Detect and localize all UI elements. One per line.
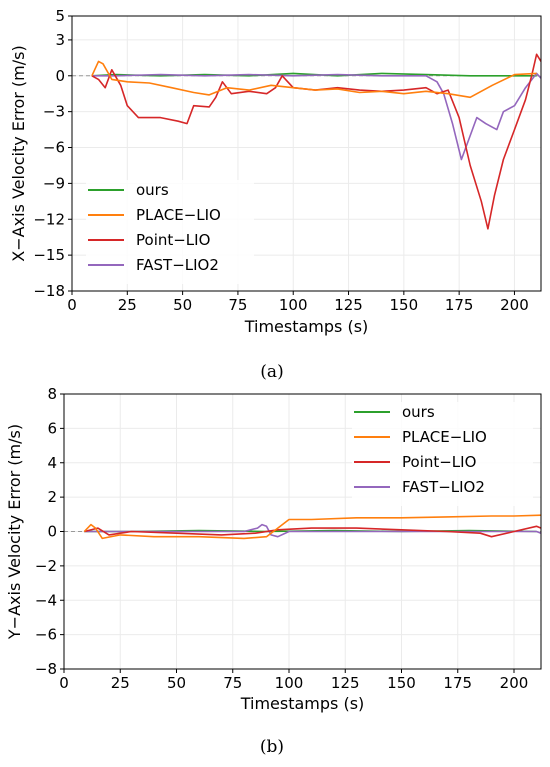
x-tick-label: 100 <box>279 296 308 314</box>
x-tick-label: 25 <box>118 296 137 314</box>
x-tick-label: 50 <box>173 296 192 314</box>
x-axis-label: Timestamps (s) <box>244 317 369 336</box>
caption-a: (a) <box>260 362 283 382</box>
y-tick-label: 2 <box>47 488 57 506</box>
x-tick-label: 125 <box>331 674 360 692</box>
y-axis-label: X−Axis Velocity Error (m/s) <box>9 45 28 261</box>
series-line-place-lio <box>91 60 537 99</box>
legend-label: PLACE−LIO <box>402 428 487 446</box>
y-tick-label: −8 <box>35 660 57 678</box>
legend-label: Point−LIO <box>136 231 210 249</box>
series-line-fast-lio2 <box>84 523 541 538</box>
x-tick-label: 200 <box>500 296 529 314</box>
y-tick-label: 5 <box>55 7 65 25</box>
y-tick-label: −2 <box>35 557 57 575</box>
y-tick-label: −9 <box>43 174 65 192</box>
y-axis-label: Y−Axis Velocity Error (m/s) <box>5 424 24 640</box>
y-tick-label: 0 <box>55 67 65 85</box>
chart-b: 0 25 50 75 100 125 150 175 200 8 6 4 2 0 −2 −4 −6 −8 Times… <box>5 385 542 713</box>
x-tick-label: 0 <box>59 674 69 692</box>
y-tick-label: −6 <box>35 626 57 644</box>
chart-a: 0 25 50 75 100 125 150 175 200 5 3 0 −3 −6 −9 −12 −15 −18… <box>9 7 542 336</box>
legend-label: PLACE−LIO <box>136 206 221 224</box>
y-tick-label: 0 <box>47 523 57 541</box>
plot-frame <box>71 15 542 292</box>
legend-box <box>86 180 254 284</box>
legend-label: ours <box>402 403 435 421</box>
x-tick-label: 200 <box>500 674 529 692</box>
series-line-fast-lio2 <box>91 72 541 161</box>
x-tick-label: 175 <box>445 296 474 314</box>
x-axis-label: Timestamps (s) <box>240 694 365 713</box>
legend-label: ours <box>136 181 169 199</box>
x-tick-label: 100 <box>275 674 304 692</box>
legend: ours PLACE−LIO Point−LIO FAST−LIO2 <box>86 180 254 284</box>
caption-b: (b) <box>260 737 284 757</box>
y-tick-label: 8 <box>47 385 57 403</box>
y-tick-label: −6 <box>43 139 65 157</box>
legend-box <box>352 402 533 506</box>
x-tick-label: 0 <box>67 296 77 314</box>
x-tick-label: 75 <box>223 674 242 692</box>
x-tick-label: 75 <box>228 296 247 314</box>
legend-label: FAST−LIO2 <box>402 478 485 496</box>
y-tick-label: −3 <box>43 103 65 121</box>
legend: ours PLACE−LIO Point−LIO FAST−LIO2 <box>352 402 533 506</box>
x-tick-label: 25 <box>111 674 130 692</box>
x-tick-label: 150 <box>387 674 416 692</box>
x-tick-label: 175 <box>443 674 472 692</box>
y-tick-label: −15 <box>33 246 65 264</box>
series-line-point-lio <box>84 525 541 538</box>
x-tick-label: 125 <box>334 296 363 314</box>
y-tick-label: 3 <box>55 31 65 49</box>
legend-label: Point−LIO <box>402 453 476 471</box>
y-tick-label: −18 <box>33 282 65 300</box>
y-tick-label: 6 <box>47 419 57 437</box>
y-tick-label: −4 <box>35 591 57 609</box>
y-tick-label: −12 <box>33 210 65 228</box>
x-tick-label: 150 <box>390 296 419 314</box>
legend-label: FAST−LIO2 <box>136 256 219 274</box>
series-line-place-lio <box>83 514 541 540</box>
y-tick-label: 4 <box>47 454 57 472</box>
x-tick-label: 50 <box>167 674 186 692</box>
